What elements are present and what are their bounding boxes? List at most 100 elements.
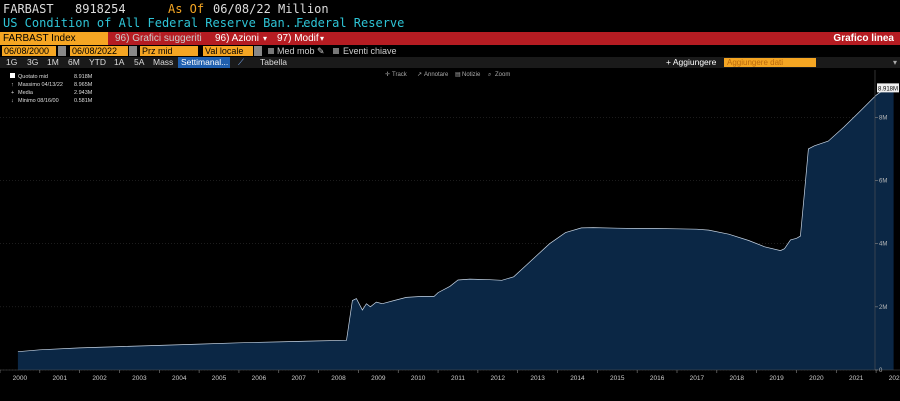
annotate-icon[interactable]: ↗ [417,72,422,78]
actions-caret-icon[interactable]: ▾ [263,34,268,43]
period-button[interactable]: Mass [153,57,174,67]
period-button[interactable]: 3G [27,57,39,67]
legend-value: 0.581M [74,98,93,104]
units-label: Million [278,2,329,16]
period-button[interactable]: 5A [134,57,145,67]
y-tick-label: 4M [879,242,887,248]
x-tick-label: 2002 [92,375,107,382]
menu-bar: FARBAST Index 96) Grafici suggeriti 96) … [0,32,900,45]
period-bar: 1G 3G 1M 6M YTD 1A 5A Mass Settimanal...… [0,57,900,68]
x-tick-label: 2008 [331,375,346,382]
legend-value: 8.965M [74,82,93,88]
controls-row: 06/08/2000 06/08/2022 Prz mid Val locale… [0,45,900,57]
legend-value: 8.918M [74,74,93,80]
period-button[interactable]: 1A [114,57,125,67]
x-tick-label: 2020 [809,375,824,382]
legend-swatch [10,73,15,78]
x-tick-label: 2014 [570,375,585,382]
currency-select[interactable]: Val locale [203,46,253,56]
x-tick-label: 2021 [849,375,864,382]
key-events-label[interactable]: Eventi chiave [343,46,397,56]
line-chart-icon[interactable]: ⟋ [238,57,244,67]
track-button[interactable]: Track [392,72,408,78]
annotate-button[interactable]: Annotare [424,72,449,78]
pencil-icon[interactable]: ✎ [317,46,325,56]
x-axis-ticks: 2000 2001 2002 2003 2004 2005 2006 2007 2008 2009… [0,370,900,382]
period-button[interactable]: 6M [68,57,80,67]
zoom-button[interactable]: Zoom [495,72,510,78]
x-tick-label: 2017 [690,375,705,382]
start-calendar-icon[interactable] [58,46,66,56]
x-tick-label: 2016 [650,375,665,382]
x-tick-label: 2018 [729,375,744,382]
x-tick-label: 2007 [291,375,306,382]
x-tick-label: 2006 [252,375,267,382]
modify-menu[interactable]: 97) Modif [277,33,319,44]
y-tick-label: 6M [879,179,887,185]
security-field[interactable]: FARBAST Index [0,32,108,45]
table-button[interactable]: Tabella [260,57,287,67]
frequency-select[interactable]: Settimanal... [178,57,230,68]
track-icon[interactable]: ✛ [385,71,390,78]
x-tick-label: 2009 [371,375,386,382]
x-tick-label: 2015 [610,375,625,382]
start-date-input[interactable]: 06/08/2000 [2,46,56,56]
y-tick-label: 8M [879,115,887,121]
moving-avg-label[interactable]: Med mob [277,46,315,56]
quote-header: FARBAST 8918254 As Of 06/08/22 Million [0,2,900,17]
x-tick-label: 2005 [212,375,227,382]
legend-label: Media [18,90,34,96]
x-tick-label: 2013 [530,375,545,382]
chart-type-label[interactable]: Grafico linea [833,33,894,44]
news-icon[interactable]: ▤ [455,72,461,78]
panel-dropdown-icon[interactable]: ▾ [892,58,897,67]
news-button[interactable]: Notizie [462,72,481,78]
x-tick-label: 2001 [53,375,68,382]
period-button[interactable]: 1M [47,57,59,67]
legend-value: 2.943M [74,90,93,96]
end-calendar-icon[interactable] [129,46,137,56]
chart-toolbar: ✛ Track ↗ Annotare ▤ Notizie ⌕ Zoom [385,71,510,78]
description-row: US Condition of All Federal Reserve Ban.… [0,16,900,31]
ticker-label: FARBAST [3,2,54,16]
price-field-select[interactable]: Prz mid [140,46,198,56]
x-tick-label: 2004 [172,375,187,382]
x-tick-label: 2019 [769,375,784,382]
series-line [17,86,894,353]
as-of-date: 06/08/22 [213,2,271,16]
x-tick-label: 2011 [451,375,465,382]
currency-dropdown-icon[interactable] [254,46,262,56]
x-tick-label: 2010 [411,375,426,382]
legend-label: Quotato mid [18,74,48,80]
key-events-checkbox[interactable] [333,48,339,54]
as-of-label: As Of [168,2,205,16]
legend: Quotato mid 8.918M ↑ Massimo 04/13/22 8.… [10,73,93,104]
legend-label: Minimo 08/16/00 [18,98,59,104]
x-tick-label: 2022 [889,375,900,382]
period-button[interactable]: YTD [89,57,106,67]
y-tick-label: 0 [879,368,883,374]
actions-menu[interactable]: 96) Azioni [215,33,259,44]
last-value: 8918254 [75,2,126,16]
moving-avg-checkbox[interactable] [268,48,274,54]
suggested-charts-menu[interactable]: 96) Grafici suggeriti [115,33,202,44]
legend-mean-icon: + [11,90,14,96]
last-value-label: 8.918M [878,86,898,92]
add-data-input[interactable]: Aggiungere dati [724,58,816,67]
x-tick-label: 2012 [491,375,506,382]
legend-max-icon: ↑ [11,82,14,88]
source-label: Federal Reserve [296,16,405,30]
x-tick-label: 2003 [132,375,147,382]
zoom-icon[interactable]: ⌕ [488,72,491,78]
legend-label: Massimo 04/13/22 [18,82,63,88]
modify-caret-icon[interactable]: ▾ [320,34,325,43]
security-description: US Condition of All Federal Reserve Ban.… [3,16,307,30]
end-date-input[interactable]: 06/08/2022 [70,46,128,56]
y-axis-ticks: 0 2M 4M 6M 8M [875,115,887,374]
series-area-fill [17,86,894,371]
last-value-tag: 8.918M [877,83,899,93]
period-button[interactable]: 1G [6,57,18,67]
legend-min-icon: ↓ [11,98,14,104]
add-button[interactable]: + Aggiungere [666,57,717,67]
